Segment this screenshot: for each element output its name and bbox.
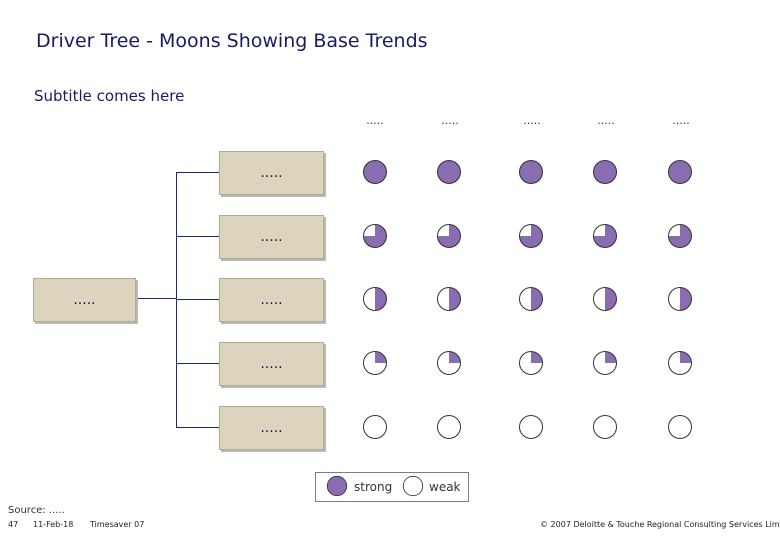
page-title: Driver Tree - Moons Showing Base Trends [36, 30, 428, 52]
moon-icon [363, 224, 387, 248]
column-header-3: ..... [523, 114, 541, 127]
legend-strong-label: strong [354, 480, 393, 494]
column-header-2: ..... [441, 114, 459, 127]
footer-product: Timesaver 07 [90, 520, 145, 529]
moon-icon [437, 160, 461, 184]
moon-icon [668, 351, 692, 375]
column-header-1: ..... [366, 114, 384, 127]
footer-copyright: © 2007 Deloitte & Touche Regional Consul… [540, 520, 780, 529]
moon-icon [519, 351, 543, 375]
moon-icon [519, 224, 543, 248]
root-box: ..... [33, 278, 136, 322]
branch-connector-line-4 [176, 363, 219, 364]
legend-weak-label: weak [429, 480, 461, 494]
branch-connector-line-5 [176, 427, 219, 428]
moon-icon [363, 287, 387, 311]
moon-icon [437, 287, 461, 311]
page-subtitle: Subtitle comes here [34, 87, 185, 105]
branch-box-2: ..... [219, 215, 324, 259]
moon-icon [437, 415, 461, 439]
branch-box-1: ..... [219, 151, 324, 195]
branch-box-4: ..... [219, 342, 324, 386]
moon-icon [593, 224, 617, 248]
source-note: Source: ..... [8, 505, 65, 516]
moon-icon [668, 415, 692, 439]
branch-box-5: ..... [219, 406, 324, 450]
moon-icon [668, 287, 692, 311]
moon-icon [363, 415, 387, 439]
column-header-5: ..... [672, 114, 690, 127]
moon-icon [437, 351, 461, 375]
moon-icon [519, 415, 543, 439]
moon-icon [668, 224, 692, 248]
legend-weak-moon-icon [402, 475, 424, 497]
moon-icon [519, 287, 543, 311]
moon-icon [668, 160, 692, 184]
branch-connector-line-1 [176, 172, 219, 173]
moon-icon [593, 160, 617, 184]
moon-icon [593, 415, 617, 439]
legend-strong-moon-icon [326, 475, 348, 497]
branch-connector-line-2 [176, 236, 219, 237]
footer-date: 11-Feb-18 [33, 520, 74, 529]
column-header-4: ..... [597, 114, 615, 127]
legend: strong weak [315, 472, 469, 502]
branch-connector-line-3 [176, 299, 219, 300]
moon-icon [593, 351, 617, 375]
page-number: 47 [8, 520, 19, 529]
moon-icon [437, 224, 461, 248]
root-connector-line [135, 298, 176, 299]
moon-icon [519, 160, 543, 184]
moon-icon [363, 351, 387, 375]
moon-icon [363, 160, 387, 184]
moon-icon [593, 287, 617, 311]
branch-box-3: ..... [219, 278, 324, 322]
